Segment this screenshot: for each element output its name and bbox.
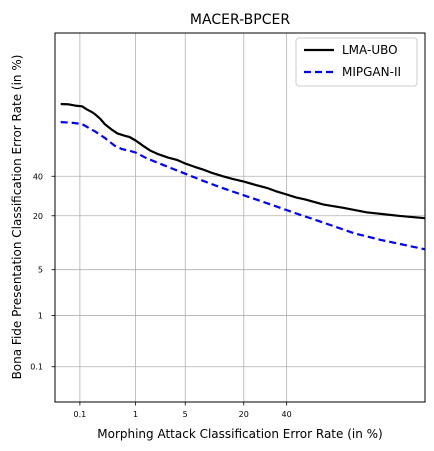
y-tick-label: 1 — [38, 311, 43, 320]
x-tick-label: 40 — [282, 410, 292, 419]
grid — [55, 33, 425, 402]
legend-label-mipgan-ii: MIPGAN-II — [342, 65, 401, 79]
y-tick-label: 20 — [33, 212, 43, 221]
x-tick-label: 1 — [133, 410, 138, 419]
y-tick-label: 5 — [38, 266, 43, 275]
chart-title: MACER-BPCER — [190, 12, 290, 28]
y-axis-label: Bona Fide Presentation Classification Er… — [10, 55, 24, 380]
x-tick-label: 0.1 — [74, 410, 87, 419]
y-tick-label: 0.1 — [30, 363, 43, 372]
y-tick-label: 40 — [33, 172, 43, 181]
x-tick-label: 20 — [239, 410, 249, 419]
series-line-mipgan-ii — [60, 121, 426, 251]
legend-label-lma-ubo: LMA-UBO — [342, 43, 398, 57]
series-line-lma-ubo — [60, 102, 426, 220]
legend: LMA-UBO MIPGAN-II — [295, 37, 418, 87]
plot-frame — [54, 32, 426, 403]
series-layer — [60, 102, 426, 251]
tick-labels: 0.1 1 5 20 40 0.1 1 5 20 40 — [30, 172, 291, 419]
x-axis-label: Morphing Attack Classification Error Rat… — [97, 427, 382, 441]
x-tick-label: 5 — [183, 410, 188, 419]
